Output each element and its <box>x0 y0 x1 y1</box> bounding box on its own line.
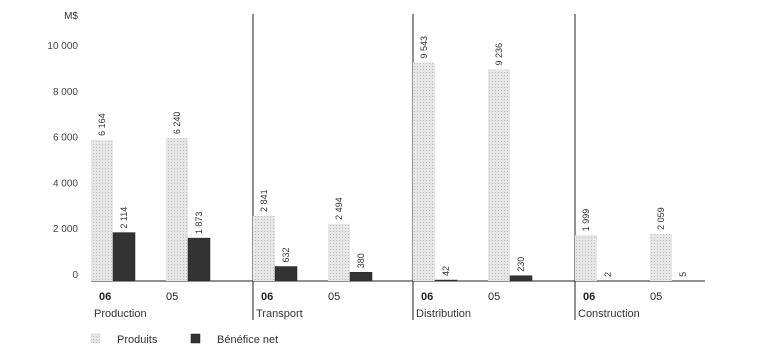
bar-produits <box>488 69 510 281</box>
year-label: 06 <box>583 291 595 303</box>
y-axis-ticks: 0 2 000 4 000 6 000 8 000 10 000 <box>47 41 78 281</box>
legend-swatch <box>190 333 201 344</box>
data-label: 9 236 <box>494 43 504 66</box>
data-label: 2 059 <box>656 207 666 230</box>
group-label: Production <box>94 308 147 320</box>
year-label: 05 <box>328 291 340 303</box>
y-tick-label: 6 000 <box>53 133 78 144</box>
bar-produits <box>650 233 672 281</box>
bar-produits <box>253 215 275 281</box>
data-label: 6 164 <box>97 113 107 136</box>
legend-swatch <box>90 333 101 344</box>
year-label: 05 <box>166 291 178 303</box>
bar-benefice-net <box>187 237 211 282</box>
group-label: Distribution <box>416 308 471 320</box>
bar-produits <box>575 235 597 281</box>
group-label: Construction <box>578 308 640 320</box>
bar-benefice-net <box>112 232 136 282</box>
data-label: 9 543 <box>419 36 429 59</box>
bar-produits <box>166 138 188 281</box>
year-label: 05 <box>650 291 662 303</box>
y-tick-label: 10 000 <box>47 41 78 52</box>
y-tick-label: 8 000 <box>53 87 78 98</box>
legend-label: Produits <box>117 334 158 346</box>
year-label: 05 <box>488 291 500 303</box>
data-label: 2 841 <box>259 189 269 212</box>
year-label: 06 <box>99 291 111 303</box>
bar-benefice-net <box>509 275 533 282</box>
data-label: 2 <box>603 272 613 277</box>
year-label: 06 <box>261 291 273 303</box>
data-label: 5 <box>678 272 688 277</box>
data-label: 1 999 <box>581 209 591 232</box>
plot-area: 6 164 2 114 06 6 240 1 873 05 Production 2 841 6… <box>91 14 705 320</box>
data-label: 2 494 <box>334 197 344 220</box>
data-label: 1 873 <box>194 212 204 235</box>
data-label: 380 <box>356 253 366 268</box>
y-unit-label: M$ <box>64 11 78 22</box>
bar-produits <box>413 62 435 281</box>
bar-benefice-net <box>349 272 373 282</box>
data-label: 2 114 <box>119 207 129 229</box>
y-tick-label: 2 000 <box>53 224 78 235</box>
y-tick-label: 0 <box>72 270 78 281</box>
bar-benefice-net <box>274 266 298 282</box>
data-label: 230 <box>516 257 526 272</box>
bar-produits <box>91 139 113 281</box>
y-tick-label: 4 000 <box>53 178 78 189</box>
bar-benefice-net <box>434 279 458 282</box>
data-label: 632 <box>281 247 291 262</box>
group-label: Transport <box>256 308 303 320</box>
data-label: 42 <box>441 266 451 276</box>
data-label: 6 240 <box>172 112 182 135</box>
year-label: 06 <box>421 291 433 303</box>
bar-produits <box>328 223 350 281</box>
legend-label: Bénéfice net <box>217 334 278 346</box>
legend: Produits Bénéfice net <box>90 333 278 346</box>
